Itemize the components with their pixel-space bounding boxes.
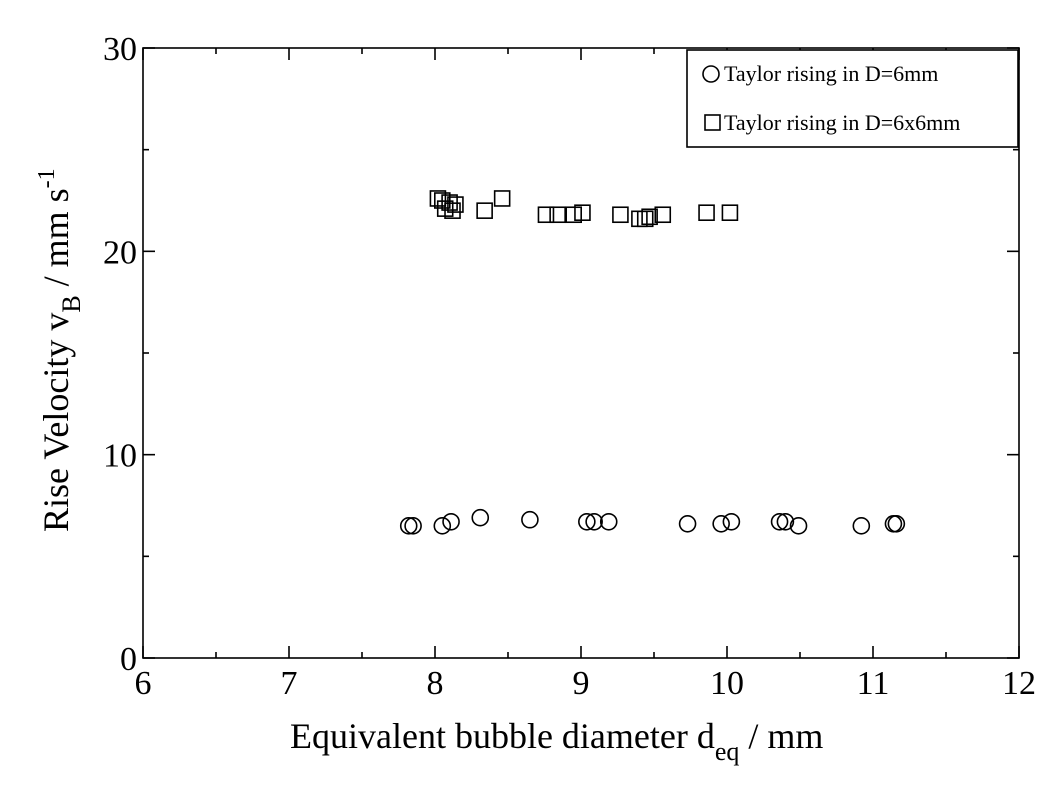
square-data-point (444, 202, 461, 219)
circle-data-point (585, 512, 603, 531)
circle-data-point (442, 512, 460, 531)
x-axis-label-sub: eq (715, 737, 740, 766)
circle-data-point (578, 512, 596, 531)
square-data-point (493, 190, 511, 207)
circle-data-point (712, 514, 730, 533)
square-data-point (721, 204, 739, 221)
square-data-point (565, 206, 583, 224)
square-data-point (574, 204, 591, 221)
circle-data-point (789, 517, 808, 535)
x-tick-label: 7 (281, 665, 298, 702)
circle-data-point (722, 512, 741, 531)
circle-data-point (404, 517, 422, 535)
tick-labels: 6 7 8 9 10 11 12 0 10 20 30 (103, 31, 1036, 702)
circle-data-point (770, 512, 789, 531)
circle-data-point (887, 514, 906, 533)
x-axis-label-unit: / mm (739, 716, 823, 756)
legend: Taylor rising in D=6mm Taylor rising in … (686, 49, 1019, 148)
x-tick-label: 8 (427, 665, 444, 702)
x-tick-label: 6 (135, 665, 152, 702)
square-data-point (612, 206, 629, 224)
y-axis-label-sub: B (57, 295, 86, 312)
circle-data-point (433, 517, 452, 535)
x-axis-label: Equivalent bubble diameter deq / mm (290, 716, 823, 766)
square-data-point (698, 204, 715, 221)
square-data-point (549, 206, 566, 224)
square-data-point (636, 210, 654, 228)
square-data-point (476, 202, 493, 219)
circle-data-point (399, 517, 418, 535)
x-axis-label-main: Equivalent bubble diameter d (290, 716, 715, 756)
legend-square-marker (704, 114, 721, 131)
y-axis-label-sup: -1 (34, 168, 60, 188)
y-tick-label: 10 (103, 438, 137, 475)
y-tick-label: 30 (103, 31, 137, 68)
y-tick-label: 0 (120, 641, 137, 678)
y-axis-label: Rise Velocity vB / mm s-1 (34, 168, 86, 532)
circle-data-point (471, 508, 490, 527)
circle-data-point (852, 517, 871, 535)
square-data-point (537, 206, 555, 224)
legend-box (686, 49, 1019, 148)
x-tick-label: 10 (710, 665, 744, 702)
y-tick-label: 20 (103, 234, 137, 271)
square-data-point (654, 206, 672, 224)
square-data-point (447, 196, 464, 213)
legend-label-square: Taylor rising in D=6x6mm (724, 110, 960, 135)
circle-data-point (776, 512, 795, 531)
legend-circle-marker (702, 65, 720, 83)
y-axis-label-unit: / mm s (36, 188, 76, 295)
data-markers (399, 190, 906, 535)
x-tick-label: 11 (857, 665, 890, 702)
square-data-point (641, 208, 658, 226)
legend-label-circle: Taylor rising in D=6mm (724, 61, 938, 86)
circle-data-point (599, 512, 618, 531)
x-tick-label: 9 (573, 665, 590, 702)
x-tick-label: 12 (1002, 665, 1036, 702)
y-axis-label-main: Rise Velocity v (36, 313, 76, 532)
circle-data-point (521, 510, 539, 529)
circle-data-point (678, 514, 697, 533)
